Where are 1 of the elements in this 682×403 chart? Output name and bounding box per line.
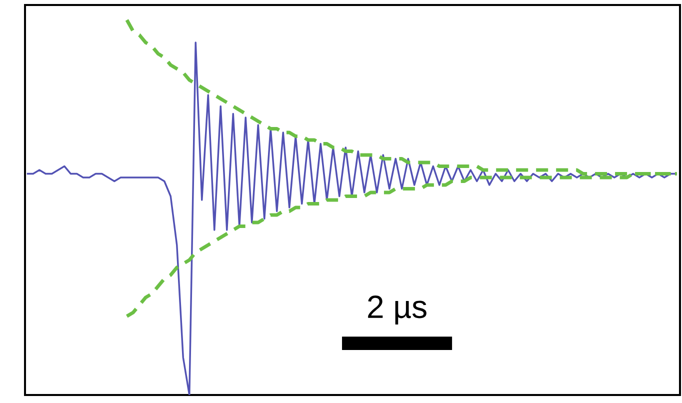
annotation: 2 µs [368, 296, 426, 325]
